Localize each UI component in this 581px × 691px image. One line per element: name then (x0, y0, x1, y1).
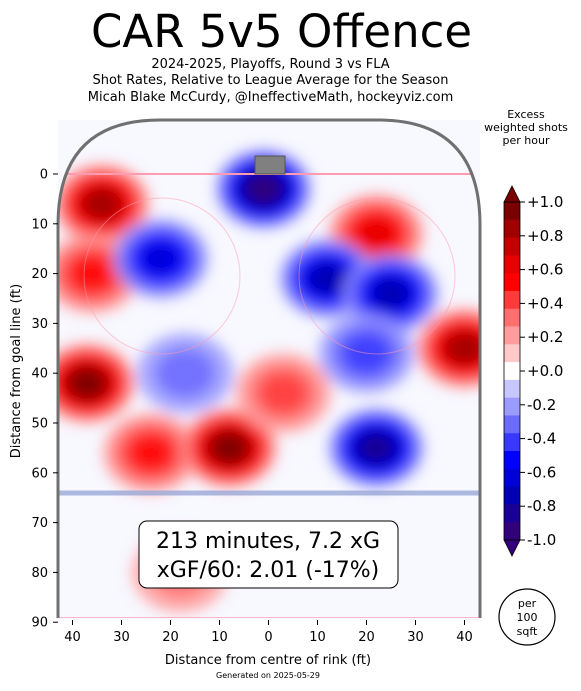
y-tick-label: 40 (31, 367, 48, 382)
colorbar-tick-label: -0.8 (527, 497, 556, 515)
colorbar-tick-label: +0.8 (527, 227, 563, 245)
colorbar-segment (504, 326, 520, 345)
colorbar-tick-label: +0.6 (527, 261, 563, 279)
y-tick-label: 80 (31, 566, 48, 581)
x-tick-label: 30 (113, 630, 130, 645)
colorbar-segment (504, 522, 520, 541)
heatmap-region (71, 256, 114, 292)
heatmap-region (357, 217, 396, 250)
colorbar-segment (504, 255, 520, 274)
y-tick-label: 20 (31, 267, 48, 282)
area-badge-line: 100 (517, 611, 538, 624)
area-badge-line: sqft (517, 625, 538, 638)
colorbar-segment (504, 433, 520, 452)
x-axis-label: Distance from centre of rink (ft) (165, 653, 371, 668)
subtitle-season: 2024-2025, Playoffs, Round 3 vs FLA (151, 57, 390, 72)
heatmap-region (359, 433, 394, 463)
colorbar-segment (504, 273, 520, 292)
stats-box-frame (138, 520, 399, 589)
colorbar-max-extension (503, 185, 521, 203)
heatmap-region (447, 334, 480, 363)
heatmap-region (70, 369, 104, 397)
faceoff-circle-right (298, 197, 456, 355)
colorbar-tick-label: +0.4 (527, 294, 563, 312)
colorbar-segment (504, 451, 520, 470)
colorbar-tick-label: -0.2 (527, 396, 556, 414)
colorbar-segment (504, 202, 520, 221)
heatmap-region (259, 373, 308, 414)
colorbar-segment (504, 468, 520, 488)
y-tick-label: 60 (31, 466, 48, 481)
colorbar-title-line: per hour (502, 134, 550, 147)
colorbar-tick-label: +0.2 (527, 328, 563, 346)
colorbar-tick-label: +1.0 (527, 193, 563, 211)
colorbar-segment (504, 344, 520, 363)
colorbar-tick-label: +0.0 (527, 362, 563, 380)
y-axis-label: Distance from goal line (ft) (9, 284, 24, 458)
x-tick-label: 10 (309, 630, 326, 645)
subtitle-author: Micah Blake McCurdy, @IneffectiveMath, h… (87, 90, 454, 105)
colorbar-segment (504, 308, 520, 328)
heatmap-region (155, 348, 216, 399)
heatmap-region (129, 435, 172, 471)
goal-net (254, 155, 286, 175)
colorbar-tick-label: -0.6 (527, 463, 556, 481)
stats-line-minutes: 213 minutes, 7.2 xG (156, 529, 380, 554)
x-tick-label: 40 (64, 630, 81, 645)
heatmap-region (247, 175, 281, 203)
y-tick-label: 0 (40, 168, 48, 183)
y-tick-label: 30 (31, 317, 48, 332)
heatmap-region (212, 434, 246, 462)
x-tick-label: 10 (211, 630, 228, 645)
colorbar-segment (504, 397, 520, 416)
colorbar-segment (504, 290, 520, 310)
faceoff-circle-left (83, 197, 241, 355)
area-badge: per 100 sqft (498, 588, 556, 646)
colorbar-title-line: Excess (507, 108, 545, 121)
colorbar-segment (504, 362, 520, 381)
heatmap-region (309, 263, 346, 294)
colorbar-title-line: weighted shots (484, 121, 568, 134)
colorbar-min-extension (503, 539, 521, 557)
chart-title: CAR 5v5 Offence (90, 5, 473, 58)
colorbar-segment (504, 504, 520, 523)
colorbar-tick-label: -1.0 (527, 531, 556, 549)
x-axis-ticks: 40 30 20 10 0 10 20 30 40 (64, 620, 473, 645)
heatmap-region (373, 278, 409, 309)
stats-line-xgf: xGF/60: 2.01 (-17%) (157, 558, 380, 583)
y-tick-label: 90 (31, 616, 48, 631)
rink-markings (58, 173, 480, 618)
colorbar-segment (504, 219, 520, 239)
y-tick-label: 10 (31, 217, 48, 232)
heatmap-region (141, 242, 180, 275)
colorbar-segment (504, 379, 520, 399)
heatmap-region (84, 189, 120, 219)
x-tick-label: 20 (358, 630, 375, 645)
colorbar-tick-label: -0.4 (527, 430, 556, 448)
x-tick-label: 20 (162, 630, 179, 645)
rink-boards (56, 118, 482, 618)
colorbar: +1.0 +0.8 +0.6 +0.4 +0.2 +0.0 -0.2 -0.4 -0.6 -0.8… (503, 185, 563, 557)
area-badge-line: per (518, 597, 537, 610)
colorbar-segment (504, 486, 520, 505)
subtitle-metric: Shot Rates, Relative to League Average f… (92, 73, 449, 88)
colorbar-title: Excess weighted shots per hour (478, 108, 574, 147)
y-axis-ticks: 0 10 20 30 40 50 60 70 80 90 (31, 168, 58, 631)
colorbar-segment (504, 237, 520, 256)
y-tick-label: 70 (31, 516, 48, 531)
x-tick-label: 30 (407, 630, 424, 645)
y-tick-label: 50 (31, 417, 48, 432)
x-tick-label: 0 (264, 630, 272, 645)
area-badge-circle (498, 588, 556, 646)
colorbar-segment (504, 415, 520, 434)
generated-footer: Generated on 2025-05-29 (216, 671, 320, 680)
x-tick-label: 40 (456, 630, 473, 645)
stats-box: 213 minutes, 7.2 xG xGF/60: 2.01 (-17%) (138, 520, 399, 589)
